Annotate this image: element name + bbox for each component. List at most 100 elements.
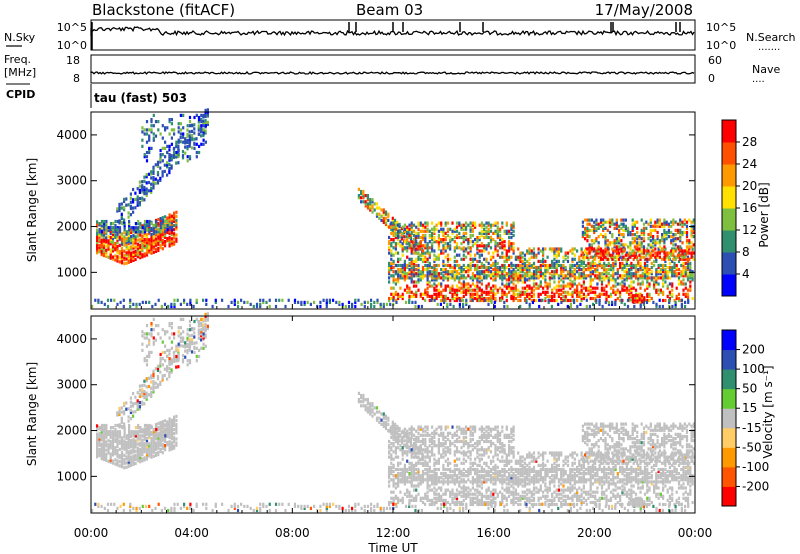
power-cell bbox=[155, 230, 158, 234]
velocity-cell bbox=[175, 429, 178, 433]
power-cell bbox=[675, 255, 678, 259]
power-cell bbox=[633, 251, 636, 255]
velocity-cell bbox=[366, 400, 369, 404]
power-cell bbox=[573, 276, 576, 280]
power-cell bbox=[487, 227, 490, 231]
power-cell bbox=[443, 298, 446, 302]
power-cell bbox=[521, 270, 524, 274]
power-cell bbox=[426, 242, 429, 246]
power-cell bbox=[517, 268, 520, 272]
power-cell bbox=[460, 286, 463, 290]
power-cell bbox=[611, 235, 614, 239]
power-cell bbox=[134, 222, 137, 226]
power-cell bbox=[501, 296, 504, 301]
power-cell bbox=[517, 265, 520, 270]
velocity-cell bbox=[125, 442, 128, 447]
power-cell bbox=[478, 274, 481, 278]
power-cell bbox=[137, 222, 140, 226]
velocity-cell bbox=[132, 414, 135, 418]
power-cell bbox=[606, 239, 609, 243]
power-cell bbox=[676, 253, 680, 257]
power-cell bbox=[505, 231, 508, 235]
power-cell bbox=[661, 249, 664, 253]
power-cell bbox=[598, 259, 601, 263]
power-cell bbox=[200, 134, 203, 138]
power-cell bbox=[412, 223, 416, 227]
power-cell bbox=[156, 181, 160, 185]
power-cell bbox=[200, 113, 203, 117]
power-cell bbox=[604, 239, 607, 243]
power-cell bbox=[143, 237, 146, 241]
power-cell bbox=[562, 274, 565, 278]
power-cell bbox=[662, 276, 665, 280]
power-cell bbox=[622, 224, 625, 228]
power-cell bbox=[612, 288, 615, 292]
power-cell bbox=[105, 230, 108, 234]
power-cell bbox=[426, 272, 429, 276]
power-cell bbox=[641, 282, 644, 286]
power-cell bbox=[624, 218, 627, 222]
power-cell bbox=[681, 220, 684, 224]
power-cell bbox=[156, 171, 160, 175]
power-cell bbox=[682, 270, 685, 274]
power-cell bbox=[613, 249, 616, 253]
power-cell bbox=[465, 282, 468, 286]
power-cell bbox=[173, 234, 176, 238]
power-cell bbox=[508, 255, 511, 259]
power-cell bbox=[143, 228, 147, 232]
power-cell bbox=[159, 237, 162, 241]
power-cell bbox=[186, 140, 189, 144]
velocity-cell bbox=[118, 432, 122, 436]
power-cell bbox=[120, 248, 124, 252]
power-cell bbox=[152, 180, 155, 184]
power-cell bbox=[96, 245, 99, 249]
power-cell bbox=[680, 298, 683, 302]
power-cell bbox=[684, 304, 687, 309]
power-cell bbox=[601, 304, 604, 309]
power-cell bbox=[198, 132, 201, 136]
power-cell bbox=[354, 298, 357, 302]
power-cell bbox=[161, 224, 164, 228]
power-cell bbox=[517, 263, 520, 268]
power-cell bbox=[573, 278, 576, 282]
power-cell bbox=[186, 138, 189, 143]
power-cell bbox=[655, 288, 658, 292]
velocity-cell bbox=[141, 392, 144, 396]
power-cell bbox=[528, 278, 531, 282]
velocity-cell bbox=[414, 453, 417, 457]
power-cell bbox=[102, 237, 105, 241]
power-cell bbox=[424, 274, 427, 278]
power-cell bbox=[485, 276, 488, 280]
power-cell bbox=[449, 272, 452, 276]
velocity-cell bbox=[118, 439, 121, 443]
power-cell bbox=[128, 226, 131, 230]
power-cell bbox=[636, 237, 639, 241]
velocity-cell bbox=[150, 392, 153, 396]
power-cell bbox=[437, 272, 440, 276]
velocity-cell bbox=[177, 326, 180, 330]
power-cell bbox=[412, 268, 416, 272]
power-cell bbox=[485, 284, 488, 288]
power-cell bbox=[636, 243, 639, 247]
power-cell bbox=[145, 120, 149, 124]
power-cell bbox=[426, 290, 429, 294]
power-cell bbox=[591, 259, 594, 263]
power-cell bbox=[433, 288, 436, 292]
power-cell bbox=[683, 230, 686, 235]
power-cell bbox=[485, 225, 488, 229]
power-cell bbox=[631, 298, 634, 302]
power-cell bbox=[597, 255, 600, 259]
power-cell bbox=[139, 254, 142, 258]
power-cell bbox=[670, 220, 673, 224]
power-cell bbox=[521, 276, 524, 280]
power-cell bbox=[657, 263, 660, 268]
power-cell bbox=[474, 265, 477, 270]
power-cell bbox=[371, 206, 374, 210]
power-cell bbox=[458, 221, 461, 225]
power-cell bbox=[580, 296, 583, 301]
power-cell bbox=[455, 253, 459, 257]
power-cell bbox=[521, 251, 524, 255]
power-cell bbox=[597, 222, 600, 226]
power-cell bbox=[458, 302, 461, 306]
power-cell bbox=[120, 240, 124, 244]
